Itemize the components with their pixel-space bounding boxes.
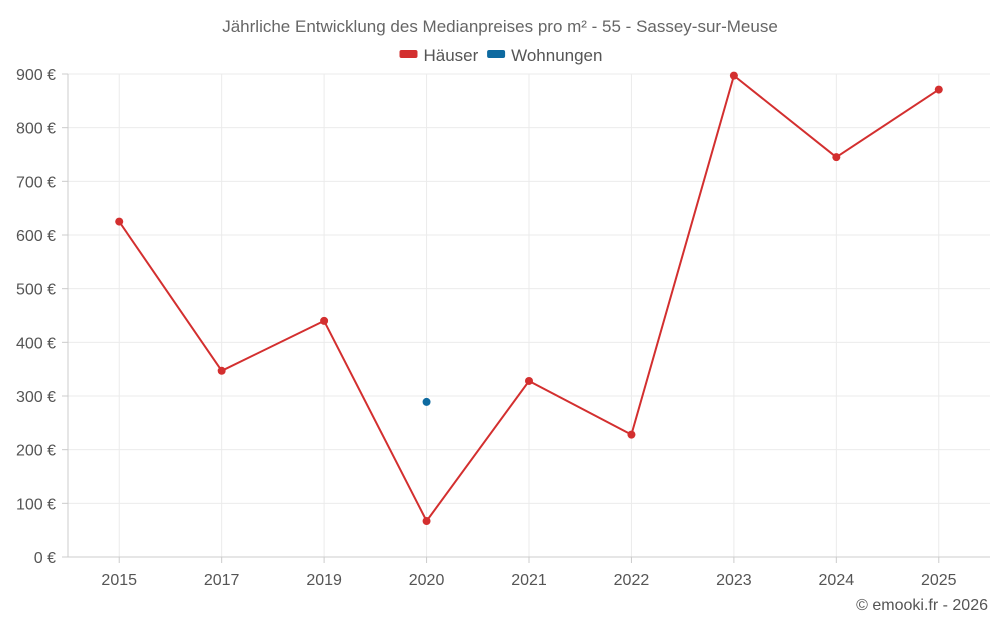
y-tick-label: 300 €	[16, 389, 56, 406]
data-point[interactable]	[320, 316, 329, 325]
y-tick-label: 700 €	[16, 174, 56, 191]
legend-label: Häuser	[424, 46, 479, 65]
x-tick-label: 2024	[819, 572, 855, 589]
data-point[interactable]	[217, 366, 226, 375]
grid	[68, 73, 990, 557]
y-tick-label: 500 €	[16, 282, 56, 299]
data-point[interactable]	[832, 153, 841, 162]
data-point[interactable]	[525, 376, 533, 385]
x-tick-label: 2025	[921, 572, 957, 589]
y-tick-label: 400 €	[16, 335, 56, 352]
data-point[interactable]	[115, 217, 124, 226]
axes: 0 € 100 € 200 € 300 € 400 € 500 € 600 € 700 € 80…	[16, 67, 990, 589]
y-tick-label: 200 €	[16, 443, 56, 460]
legend-item[interactable]: Wohnungen	[487, 46, 602, 65]
x-tick-label: 2015	[101, 572, 137, 589]
series-1	[422, 397, 431, 406]
data-point[interactable]	[422, 397, 431, 406]
x-tick-label: 2021	[511, 572, 547, 589]
legend-swatch	[487, 50, 506, 58]
legend-swatch	[399, 50, 418, 58]
y-tick-label: 100 €	[16, 496, 56, 513]
x-tick-label: 2020	[409, 572, 445, 589]
series-0	[115, 71, 943, 526]
legend-label: Wohnungen	[511, 46, 602, 65]
credit-text: © emooki.fr - 2026	[856, 597, 988, 614]
series-layer	[115, 71, 943, 526]
x-tick-label: 2022	[614, 572, 650, 589]
legend[interactable]: Häuser Wohnungen	[399, 46, 603, 65]
data-point[interactable]	[422, 517, 431, 526]
y-tick-label: 900 €	[16, 67, 56, 84]
x-tick-label: 2023	[716, 572, 752, 589]
x-tick-label: 2017	[204, 572, 240, 589]
legend-item[interactable]: Häuser	[399, 46, 479, 65]
y-tick-label: 800 €	[16, 121, 56, 138]
data-point[interactable]	[627, 430, 636, 439]
chart-title: Jährliche Entwicklung des Medianpreises …	[222, 17, 778, 36]
data-point[interactable]	[729, 71, 738, 80]
x-tick-label: 2019	[306, 572, 342, 589]
y-tick-label: 0 €	[34, 550, 56, 567]
data-point[interactable]	[934, 85, 943, 94]
y-tick-label: 600 €	[16, 228, 56, 245]
